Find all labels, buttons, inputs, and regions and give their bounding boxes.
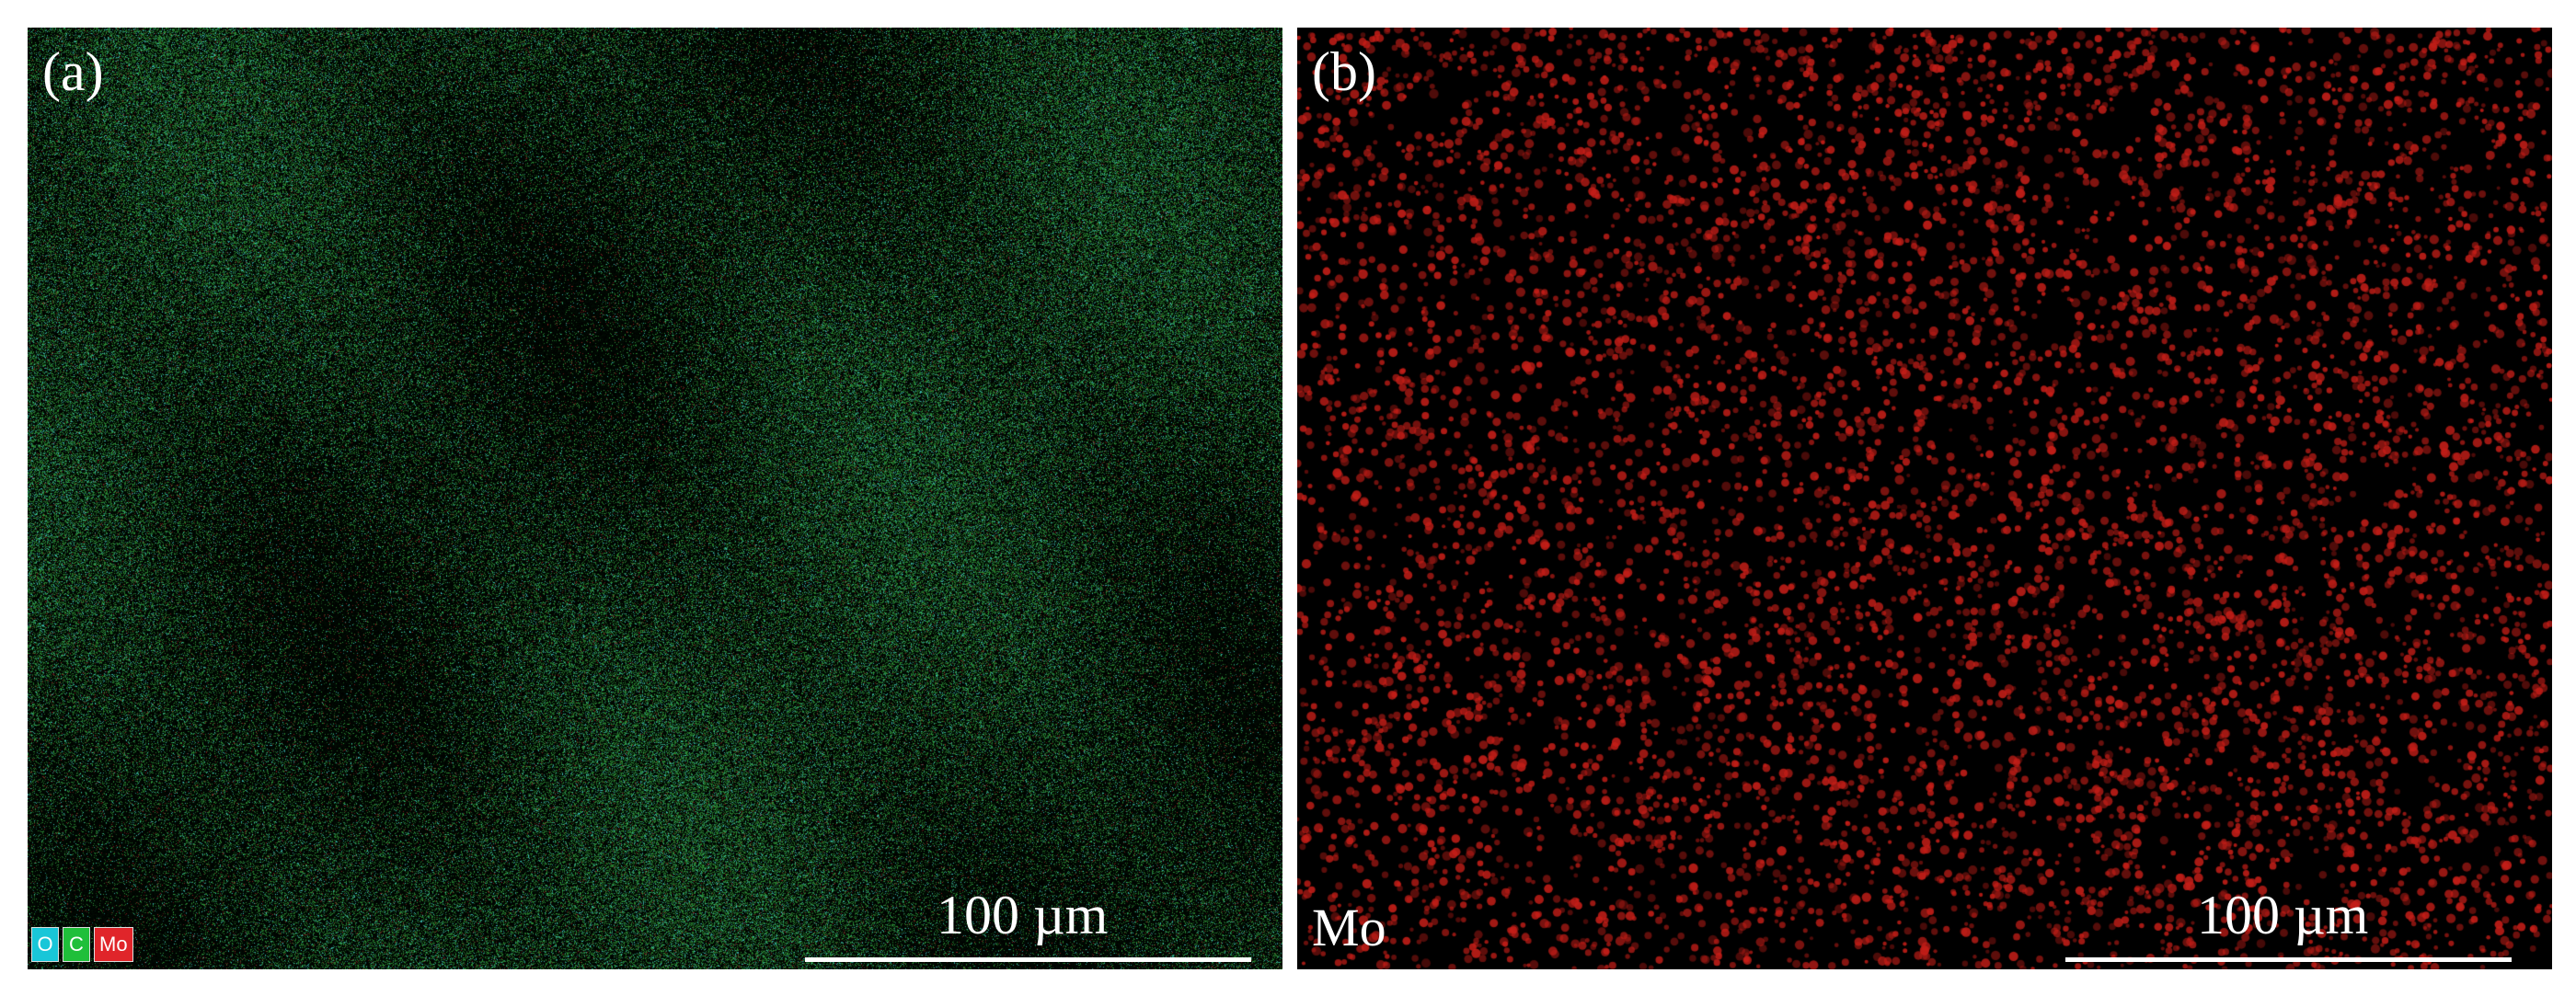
- panel-label-a: (a): [42, 41, 104, 102]
- eds-map-image-b: [1297, 28, 2552, 969]
- element-label-mo: Mo: [1312, 898, 1386, 957]
- element-legend: O C Mo: [31, 927, 133, 962]
- panel-label-b: (b): [1312, 41, 1376, 102]
- scale-bar-b: [2065, 957, 2512, 962]
- eds-map-overlay: (a) O C Mo 100 µm: [28, 28, 1282, 969]
- legend-c: C: [63, 927, 90, 962]
- legend-mo: Mo: [94, 927, 133, 962]
- scale-bar-label-b: 100 µm: [2197, 885, 2369, 945]
- scale-bar-label-a: 100 µm: [937, 885, 1109, 945]
- scale-bar-a: [805, 957, 1251, 962]
- legend-o: O: [31, 927, 59, 962]
- eds-map-mo: (b) Mo 100 µm: [1297, 28, 2552, 969]
- eds-map-image-a: [28, 28, 1282, 969]
